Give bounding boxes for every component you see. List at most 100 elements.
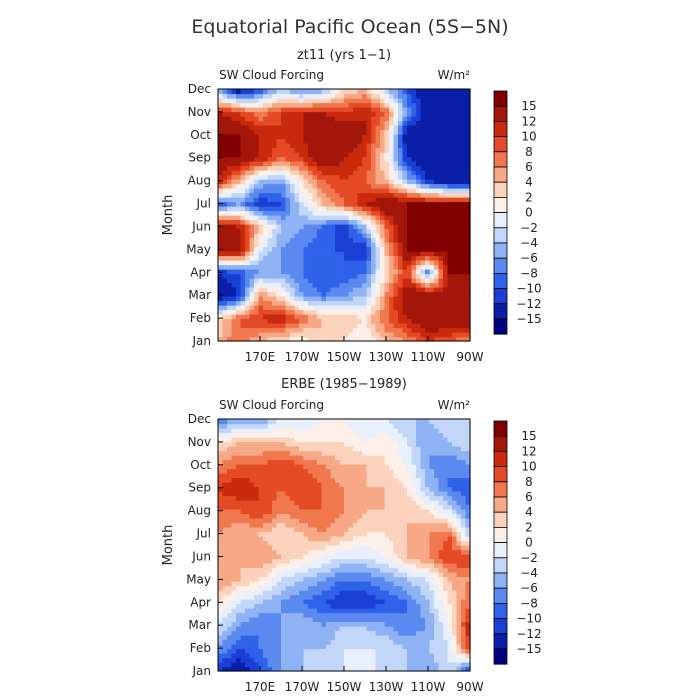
- heatmap-cell: [384, 639, 390, 645]
- heatmap-cell: [290, 282, 296, 288]
- heatmap-cell: [303, 536, 309, 542]
- heatmap-cell: [267, 540, 273, 546]
- heatmap-cell: [434, 300, 440, 306]
- heatmap-cell: [335, 138, 341, 144]
- heatmap-cell: [407, 161, 413, 167]
- heatmap-cell: [267, 666, 273, 672]
- heatmap-cell: [294, 183, 300, 189]
- heatmap-cell: [290, 617, 296, 623]
- heatmap-cell: [339, 161, 345, 167]
- heatmap-cell: [281, 585, 287, 591]
- heatmap-cell: [416, 300, 422, 306]
- heatmap-cell: [218, 269, 224, 275]
- heatmap-cell: [285, 590, 291, 596]
- heatmap-cell: [465, 576, 471, 582]
- heatmap-cell: [303, 215, 309, 221]
- heatmap-cell: [326, 111, 332, 117]
- heatmap-cell: [362, 336, 368, 342]
- heatmap-cell: [416, 581, 422, 587]
- heatmap-cell: [344, 143, 350, 149]
- heatmap-cell: [461, 336, 467, 342]
- heatmap-cell: [285, 138, 291, 144]
- heatmap-cell: [281, 662, 287, 668]
- heatmap-cell: [258, 332, 264, 338]
- heatmap-cell: [447, 599, 453, 605]
- heatmap-cell: [335, 233, 341, 239]
- colorbar-label: −6: [520, 251, 538, 265]
- heatmap-cell: [402, 563, 408, 569]
- heatmap-cell: [218, 536, 224, 542]
- heatmap-cell: [308, 255, 314, 261]
- heatmap-cell: [389, 116, 395, 122]
- heatmap-cell: [335, 228, 341, 234]
- heatmap-cell: [362, 111, 368, 117]
- heatmap-cell: [258, 197, 264, 203]
- heatmap-cell: [281, 666, 287, 672]
- heatmap-cell: [254, 251, 260, 257]
- heatmap-cell: [263, 327, 269, 333]
- heatmap-cell: [236, 273, 242, 279]
- heatmap-cell: [281, 170, 287, 176]
- heatmap-cell: [380, 635, 386, 641]
- heatmap-cell: [411, 206, 417, 212]
- heatmap-cell: [393, 300, 399, 306]
- heatmap-cell: [258, 327, 264, 333]
- heatmap-cell: [393, 617, 399, 623]
- heatmap-cell: [227, 255, 233, 261]
- heatmap-cell: [236, 161, 242, 167]
- heatmap-cell: [285, 296, 291, 302]
- heatmap-cell: [393, 549, 399, 555]
- heatmap-cell: [258, 251, 264, 257]
- heatmap-cell: [393, 599, 399, 605]
- heatmap-cell: [339, 237, 345, 243]
- heatmap-cell: [227, 540, 233, 546]
- heatmap-cell: [357, 282, 363, 288]
- heatmap-cell: [330, 540, 336, 546]
- heatmap-cell: [393, 89, 399, 95]
- heatmap-cell: [344, 273, 350, 279]
- heatmap-cell: [227, 296, 233, 302]
- heatmap-cell: [245, 138, 251, 144]
- colorbar-label: 0: [525, 206, 533, 220]
- heatmap-cell: [290, 608, 296, 614]
- heatmap-cell: [434, 210, 440, 216]
- heatmap-cell: [443, 332, 449, 338]
- heatmap-cell: [299, 305, 305, 311]
- heatmap-cell: [389, 188, 395, 194]
- heatmap-cell: [420, 165, 426, 171]
- heatmap-cell: [420, 666, 426, 672]
- heatmap-cell: [312, 107, 318, 113]
- heatmap-cell: [317, 639, 323, 645]
- heatmap-cell: [254, 567, 260, 573]
- heatmap-cell: [326, 558, 332, 564]
- heatmap-cell: [456, 237, 462, 243]
- heatmap-cell: [344, 192, 350, 198]
- heatmap-cell: [330, 617, 336, 623]
- heatmap-cell: [272, 219, 278, 225]
- heatmap-cell: [443, 608, 449, 614]
- heatmap-cell: [335, 594, 341, 600]
- heatmap-cell: [357, 314, 363, 320]
- heatmap-cell: [285, 255, 291, 261]
- heatmap-cell: [321, 617, 327, 623]
- heatmap-cell: [281, 152, 287, 158]
- heatmap-cell: [402, 558, 408, 564]
- heatmap-cell: [218, 608, 224, 614]
- heatmap-cell: [398, 576, 404, 582]
- heatmap-cell: [294, 327, 300, 333]
- heatmap-cell: [371, 134, 377, 140]
- heatmap-cell: [339, 102, 345, 108]
- heatmap-cell: [398, 554, 404, 560]
- heatmap-cell: [407, 554, 413, 560]
- heatmap-cell: [429, 536, 435, 542]
- heatmap-cell: [429, 134, 435, 140]
- heatmap-cell: [371, 657, 377, 663]
- heatmap-cell: [434, 630, 440, 636]
- heatmap-cell: [402, 309, 408, 315]
- heatmap-cell: [461, 572, 467, 578]
- heatmap-cell: [375, 179, 381, 185]
- heatmap-cell: [384, 228, 390, 234]
- heatmap-cell: [321, 278, 327, 284]
- heatmap-cell: [281, 111, 287, 117]
- heatmap-cell: [452, 318, 458, 324]
